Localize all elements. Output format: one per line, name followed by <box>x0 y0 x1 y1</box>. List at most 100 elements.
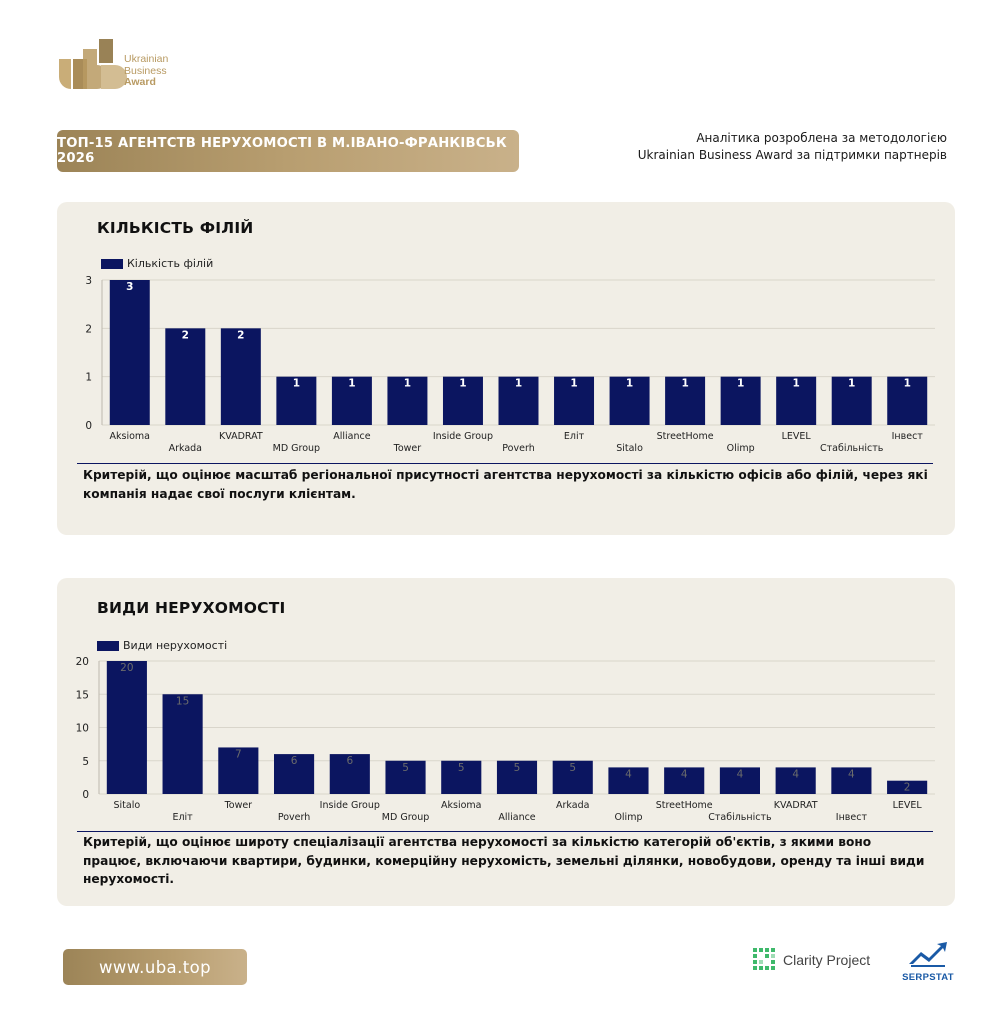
logo-text: Ukrainian Business Award <box>124 53 169 89</box>
branches-chart: 0 1 2 3 3 Aksioma 2 Arkada 2 KVADRAT 1 MD Group 1 All… <box>85 275 935 454</box>
page-title: ТОП-15 АГЕНТСТВ НЕРУХОМОСТІ В М.ІВАНО-ФР… <box>57 130 519 172</box>
y-tick-label: 5 <box>82 756 89 768</box>
branches-card: КІЛЬКІСТЬ ФІЛІЙ Кількість філій 0 1 2 3 3 Aks… <box>57 202 955 535</box>
y-tick-label: 0 <box>82 789 89 801</box>
y-tick-label: 15 <box>76 689 89 701</box>
category-label: Poverh <box>278 812 310 823</box>
bar <box>831 376 872 425</box>
category-label: Aksioma <box>441 800 481 811</box>
category-label: KVADRAT <box>219 431 263 442</box>
y-tick-label: 3 <box>85 275 92 287</box>
category-label: Aksioma <box>110 431 150 442</box>
bar-value-label: 1 <box>737 378 744 390</box>
bar-value-label: 1 <box>904 378 911 390</box>
serpstat-icon <box>909 942 947 967</box>
bar <box>387 376 428 425</box>
y-tick-label: 0 <box>85 420 92 432</box>
bar-value-label: 2 <box>182 329 189 341</box>
y-tick-label: 2 <box>85 323 92 335</box>
bar <box>496 760 538 794</box>
bar <box>109 280 150 425</box>
category-label: Inside Group <box>320 800 380 811</box>
divider <box>77 463 933 464</box>
uba-logo <box>59 39 127 89</box>
bar-value-label: 5 <box>402 762 409 774</box>
category-label: MD Group <box>273 443 320 454</box>
bar <box>775 767 816 794</box>
bar-value-label: 20 <box>120 662 133 674</box>
bar-value-label: 1 <box>404 378 411 390</box>
legend-swatch <box>97 640 119 651</box>
bar <box>498 376 539 425</box>
bar-value-label: 5 <box>569 762 576 774</box>
category-label: StreetHome <box>656 800 713 811</box>
bar <box>276 376 317 425</box>
bar-value-label: 5 <box>514 762 521 774</box>
bar <box>665 376 706 425</box>
bar <box>218 747 259 794</box>
bar <box>329 754 370 794</box>
category-label: Стабільність <box>708 812 772 823</box>
bar <box>664 767 705 794</box>
bar-value-label: 4 <box>792 768 799 780</box>
property-types-legend: Види нерухомості <box>97 639 227 652</box>
bar-value-label: 1 <box>626 378 633 390</box>
bar-value-label: 1 <box>570 378 577 390</box>
logo-line1: Ukrainian <box>124 53 169 65</box>
property-types-title: ВИДИ НЕРУХОМОСТІ <box>97 599 286 617</box>
bar-value-label: 2 <box>237 329 244 341</box>
bar <box>162 694 203 794</box>
bar-value-label: 15 <box>176 695 189 707</box>
bar <box>887 780 928 794</box>
category-label: Sitalo <box>616 443 643 454</box>
category-label: LEVEL <box>782 431 812 442</box>
category-label: Tower <box>224 800 253 811</box>
bar <box>220 328 261 425</box>
category-label: Olimp <box>727 443 755 454</box>
category-label: Poverh <box>502 443 534 454</box>
bar <box>331 376 372 425</box>
bar <box>720 376 761 425</box>
category-label: Sitalo <box>114 800 141 811</box>
bar-value-label: 1 <box>793 378 800 390</box>
bar-value-label: 1 <box>681 378 688 390</box>
bar <box>441 760 482 794</box>
bar-value-label: 1 <box>515 378 522 390</box>
clarity-label: Clarity Project <box>783 952 871 968</box>
category-label: Tower <box>393 443 422 454</box>
category-label: LEVEL <box>893 800 923 811</box>
bar <box>776 376 817 425</box>
bar-value-label: 1 <box>848 378 855 390</box>
category-label: StreetHome <box>657 431 714 442</box>
website-link[interactable]: www.uba.top <box>63 949 247 985</box>
property-types-criterion: Критерій, що оцінює широту спеціалізації… <box>83 835 925 886</box>
bar <box>719 767 760 794</box>
property-types-card: ВИДИ НЕРУХОМОСТІ Види нерухомості 0 5 10 15… <box>57 578 955 906</box>
bar-value-label: 1 <box>348 378 355 390</box>
bar <box>165 328 206 425</box>
bar-value-label: 6 <box>346 755 353 767</box>
bar <box>385 760 426 794</box>
legend-label: Види нерухомості <box>123 639 228 652</box>
bar <box>831 767 872 794</box>
serpstat-logo: SERPSTAT <box>902 940 954 983</box>
category-label: Alliance <box>333 431 370 442</box>
bar <box>887 376 928 425</box>
bar <box>442 376 483 425</box>
bar-value-label: 4 <box>681 768 688 780</box>
category-label: Inside Group <box>433 431 493 442</box>
bar-value-label: 4 <box>625 768 632 780</box>
bar <box>554 376 595 425</box>
logo-line3: Award <box>124 76 156 88</box>
bar <box>106 661 147 794</box>
methodology-note: Аналітика розроблена за методологією Ukr… <box>637 131 947 162</box>
category-label: KVADRAT <box>774 800 818 811</box>
clarity-project-logo: Clarity Project <box>752 947 870 973</box>
category-label: Alliance <box>498 812 535 823</box>
y-tick-label: 10 <box>76 723 89 735</box>
divider <box>77 831 933 832</box>
y-tick-label: 20 <box>76 656 89 668</box>
logo-line2: Business <box>124 64 167 77</box>
legend-label: Кількість філій <box>127 257 214 270</box>
branches-legend: Кількість філій <box>101 257 213 270</box>
